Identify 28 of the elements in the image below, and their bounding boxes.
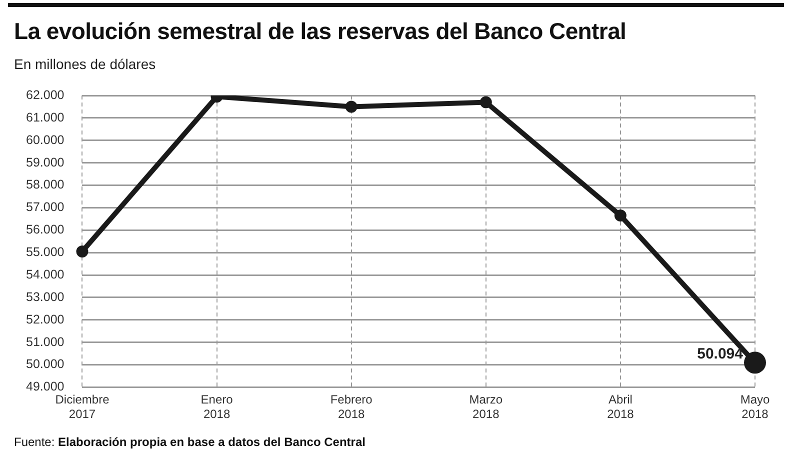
y-tick-label: 56.000 [26,222,64,237]
y-tick-label: 51.000 [26,334,64,349]
source-note: Fuente: Elaboración propia en base a datos del Banco Central [14,435,366,449]
y-tick-label: 59.000 [26,155,64,170]
y-tick-label: 61.000 [26,110,64,124]
y-tick-label: 52.000 [26,312,64,326]
y-tick-label: 62.000 [26,88,64,102]
y-tick-label: 50.000 [26,357,64,372]
x-tick-label: Enero 2018 [200,392,234,422]
y-tick-label: 58.000 [26,178,64,192]
point [614,210,626,222]
y-tick-label: 54.000 [26,267,64,282]
y-tick-label: 55.000 [26,245,64,260]
y-tick-label: 60.000 [26,132,64,147]
x-tick-label: Abril 2018 [607,392,634,422]
chart-subtitle: En millones de dólares [14,56,156,72]
point [76,245,88,258]
x-tick-label: Mayo 2018 [740,392,770,422]
point [345,100,358,113]
y-tick-label: 53.000 [26,290,64,304]
x-tick-label: Diciembre 2017 [55,392,110,422]
y-tick-label: 57.000 [26,200,64,214]
point [480,96,492,108]
x-tick-label: Marzo 2018 [469,392,503,422]
data-label: 50.094 [697,345,744,362]
y-tick-label: 49.000 [26,380,64,394]
x-tick-label: Febrero 2018 [330,392,373,422]
chart-title: La evolución semestral de las reservas del Banco Central [14,18,626,45]
